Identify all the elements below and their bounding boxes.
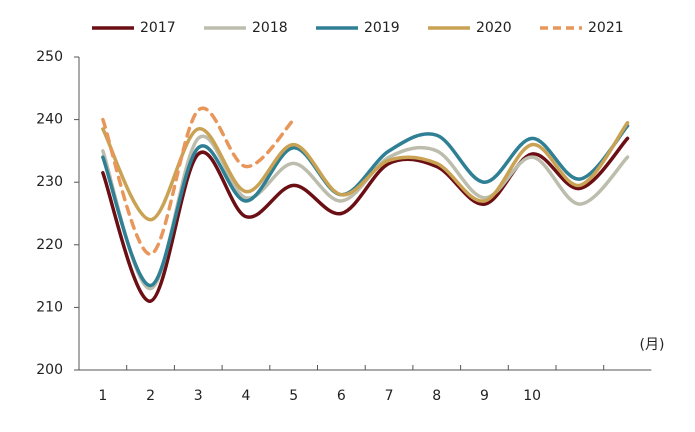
x-tick-label: 2 — [146, 388, 155, 404]
legend-label: 2017 — [140, 20, 176, 36]
x-tick-label: 1 — [98, 388, 107, 404]
x-unit-label: (月) — [640, 337, 665, 353]
x-tick-label: 6 — [337, 388, 346, 404]
legend-label: 2019 — [364, 20, 400, 36]
y-tick-label: 240 — [36, 112, 63, 128]
x-tick-label: 9 — [480, 388, 489, 404]
x-tick-label: 10 — [523, 388, 541, 404]
y-tick-label: 210 — [36, 299, 63, 315]
y-tick-label: 220 — [36, 237, 63, 253]
y-tick-label: 230 — [36, 174, 63, 190]
x-tick-label: 7 — [385, 388, 394, 404]
series-line — [101, 106, 296, 256]
x-tick-label: 3 — [194, 388, 203, 404]
x-tick-label: 8 — [432, 388, 441, 404]
y-tick-label: 200 — [36, 362, 63, 378]
y-tick-label: 250 — [36, 49, 63, 65]
legend-label: 2021 — [588, 20, 624, 36]
legend-label: 2018 — [252, 20, 288, 36]
x-tick-label: 4 — [241, 388, 250, 404]
legend-label: 2020 — [476, 20, 512, 36]
x-tick-label: 5 — [289, 388, 298, 404]
series-line — [101, 136, 630, 303]
